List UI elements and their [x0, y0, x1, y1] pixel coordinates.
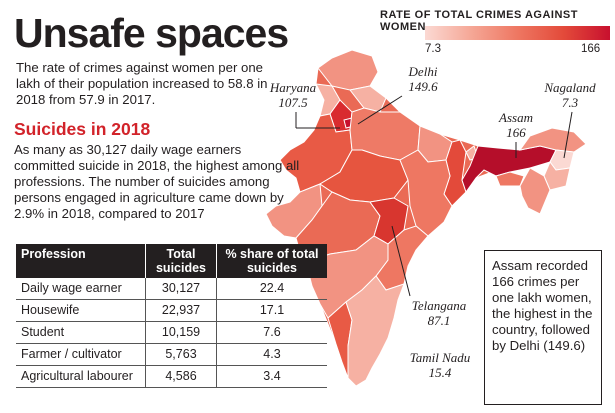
cell-total: 4,586 [145, 365, 217, 388]
map-label-telangana-value: 87.1 [427, 313, 451, 328]
map-label-tamil-nadu: Tamil Nadu 15.4 [400, 350, 480, 380]
cell-total: 30,127 [145, 278, 217, 300]
cell-share: 3.4 [216, 365, 327, 388]
suicides-text: As many as 30,127 daily wage earners com… [14, 142, 300, 221]
map-label-haryana-name: Haryana [269, 80, 317, 95]
cell-total: 5,763 [145, 343, 217, 366]
map-label-tamil-nadu-value: 15.4 [428, 365, 452, 380]
cell-share: 22.4 [216, 278, 327, 300]
leader-telangana [391, 225, 411, 297]
map-label-delhi-name: Delhi [408, 64, 438, 79]
map-region-tripura-mizoram [519, 167, 551, 215]
table-row: Agricultural labourer 4,586 3.4 [16, 365, 327, 388]
table-header-row: Profession Total suicides % share of tot… [16, 244, 327, 278]
map-label-nagaland-value: 7.3 [561, 95, 579, 110]
map-label-tamil-nadu-name: Tamil Nadu [409, 350, 471, 365]
header-total-suicides: Total suicides [145, 244, 217, 278]
map-label-assam-name: Assam [499, 110, 533, 125]
cell-profession: Housewife [16, 299, 146, 322]
suicides-section: Suicides in 2018 As many as 30,127 daily… [8, 119, 308, 222]
map-label-haryana: Haryana 107.5 [262, 80, 324, 110]
cell-share: 4.3 [216, 343, 327, 366]
leader-nagaland [563, 111, 573, 159]
legend-title: RATE OF TOTAL CRIMES AGAINST WOMEN [380, 9, 578, 33]
header-profession: Profession [16, 244, 146, 278]
table-row: Farmer / cultivator 5,763 4.3 [16, 343, 327, 366]
map-label-delhi-value: 149.6 [408, 79, 438, 94]
legend-color-scale [425, 26, 610, 40]
map-label-telangana: Telangana 87.1 [404, 298, 474, 328]
cell-profession: Daily wage earner [16, 278, 146, 300]
map-region-tamil-nadu [345, 275, 405, 387]
profession-table: Profession Total suicides % share of tot… [16, 244, 327, 388]
map-label-nagaland: Nagaland 7.3 [534, 80, 606, 110]
cell-share: 17.1 [216, 299, 327, 322]
table-row: Housewife 22,937 17.1 [16, 299, 327, 322]
leader-delhi [357, 95, 403, 125]
map-label-telangana-name: Telangana [411, 298, 467, 313]
table-row: Student 10,159 7.6 [16, 321, 327, 344]
map-region-arunachal [518, 127, 587, 153]
map-region-madhya-pradesh [319, 149, 409, 203]
map-label-haryana-value: 107.5 [278, 95, 308, 110]
header-share: % share of total suicides [216, 244, 327, 278]
map-region-jharkhand-odisha [399, 149, 453, 237]
cell-profession: Agricultural labourer [16, 365, 146, 388]
map-region-north [317, 49, 379, 91]
map-region-uttarakhand [349, 85, 387, 113]
page-subtitle: The rate of crimes against women per one… [16, 60, 268, 107]
legend-min-value: 7.3 [425, 43, 441, 55]
cell-profession: Farmer / cultivator [16, 343, 146, 366]
table-row: Daily wage earner 30,127 22.4 [16, 278, 327, 300]
suicides-heading: Suicides in 2018 [14, 119, 151, 139]
cell-share: 7.6 [216, 321, 327, 344]
assam-callout-box: Assam recorded 166 crimes per one lakh w… [484, 250, 602, 405]
map-label-delhi: Delhi 149.6 [398, 64, 448, 94]
cell-profession: Student [16, 321, 146, 344]
legend-max-value: 166 [581, 43, 601, 55]
callout-text: Assam recorded 166 crimes per one lakh w… [492, 258, 593, 353]
cell-total: 22,937 [145, 299, 217, 322]
map-label-assam: Assam 166 [490, 110, 542, 140]
map-region-meghalaya [495, 171, 525, 187]
map-label-assam-value: 166 [506, 125, 526, 140]
map-label-nagaland-name: Nagaland [544, 80, 596, 95]
cell-total: 10,159 [145, 321, 217, 344]
page-title: Unsafe spaces [14, 10, 289, 56]
